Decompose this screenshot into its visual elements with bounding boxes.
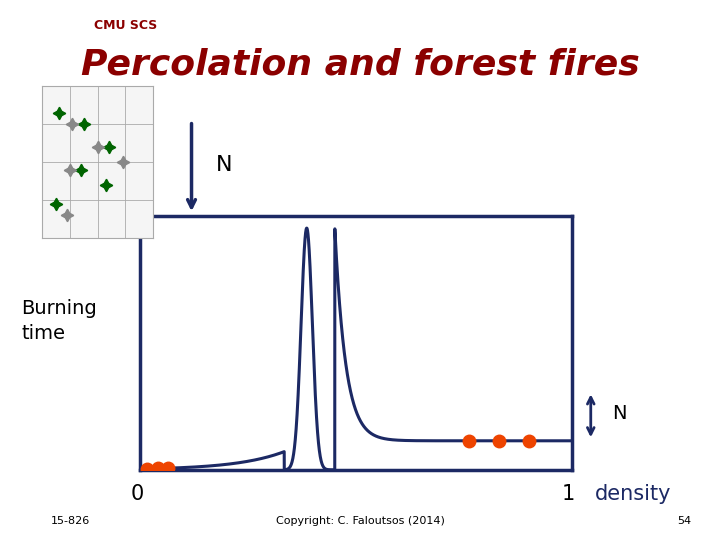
Text: Burning
time: Burning time	[22, 299, 97, 343]
Text: 0: 0	[130, 484, 143, 504]
Text: density: density	[595, 484, 672, 504]
Text: Copyright: C. Faloutsos (2014): Copyright: C. Faloutsos (2014)	[276, 516, 444, 526]
Text: CMU SCS: CMU SCS	[94, 19, 157, 32]
Text: 15-826: 15-826	[50, 516, 90, 526]
Text: 54: 54	[677, 516, 691, 526]
Text: N: N	[216, 154, 233, 175]
Text: N: N	[612, 403, 626, 423]
Text: Percolation and forest fires: Percolation and forest fires	[81, 48, 639, 82]
Text: 1: 1	[562, 484, 575, 504]
